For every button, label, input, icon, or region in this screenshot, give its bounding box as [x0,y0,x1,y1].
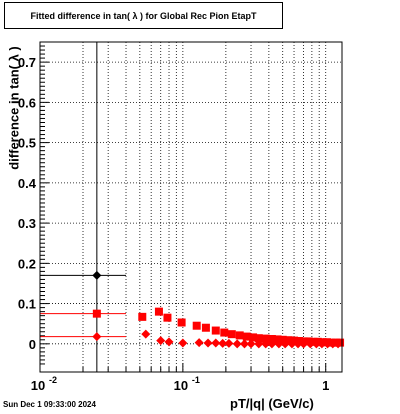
x-tick-label: 10 [31,378,45,393]
y-axis-label: difference in tan( λ ) [6,46,22,170]
data-point-diamond [92,332,102,342]
data-point-square [192,321,201,330]
data-point-square [163,313,172,322]
data-point-diamond [141,329,151,339]
data-point-diamond [218,338,228,348]
data-point-diamond [267,339,277,349]
y-tick-label: 0.5 [18,136,36,151]
data-point-diamond [323,339,333,349]
data-point-square [201,323,210,332]
data-point-square [227,330,236,339]
data-point-square [249,333,258,342]
data-point-square [138,312,147,321]
data-point-square [177,318,186,327]
data-point-square [211,326,220,335]
data-point-diamond [239,339,249,349]
data-point-diamond [246,339,256,349]
data-point-diamond [274,339,284,349]
chart-title: Fitted difference in tan( λ ) for Global… [4,2,283,29]
data-point-square [273,335,282,344]
data-point-diamond [178,338,188,348]
y-tick-label: 0.1 [18,297,36,312]
data-point-diamond [164,337,174,347]
data-point-diamond [328,339,338,349]
data-point-square [254,334,263,343]
x-tick-label-exponent: -1 [192,375,200,385]
data-point-square [220,328,229,337]
data-point-square [242,332,251,341]
data-point-diamond [203,338,213,348]
data-point-diamond [280,339,290,349]
data-point-diamond [156,336,166,346]
y-tick-label: 0 [29,337,36,352]
data-point-square [309,337,318,346]
data-point-square [154,307,163,316]
data-point-square [261,334,270,343]
y-tick-label: 0.3 [18,216,36,231]
data-point-diamond [299,339,309,349]
data-point-diamond [287,339,297,349]
data-point-square [284,336,293,345]
data-point-diamond [224,338,234,348]
data-point-square [290,336,299,345]
data-point-square [267,335,276,343]
data-point-diamond [194,338,204,348]
y-tick-label: 0.4 [18,176,37,191]
data-point-diamond [92,270,102,280]
data-point-square [278,335,287,344]
data-point-diamond [232,339,242,349]
data-point-diamond [254,339,264,349]
data-point-diamond [311,339,321,349]
x-tick-label: 1 [322,378,329,393]
timestamp: Sun Dec 1 09:33:00 2024 [3,400,96,409]
data-point-diamond [305,339,315,349]
data-point-diamond [261,339,271,349]
y-tick-label: 0.6 [18,95,36,110]
data-point-diamond [317,339,327,349]
x-axis-label: pT/|q| (GeV/c) [230,396,314,411]
data-point-diamond [333,339,343,349]
data-point-square [235,331,244,340]
y-tick-label: 0.2 [18,256,36,271]
y-tick-label: 0.7 [18,55,36,70]
plot-frame [39,41,343,373]
data-point-diamond [211,338,221,348]
x-tick-label: 10 [174,378,188,393]
x-tick-label-exponent: -2 [49,375,57,385]
data-point-square [92,309,101,318]
data-point-diamond [293,339,303,349]
plot-area [40,42,342,372]
